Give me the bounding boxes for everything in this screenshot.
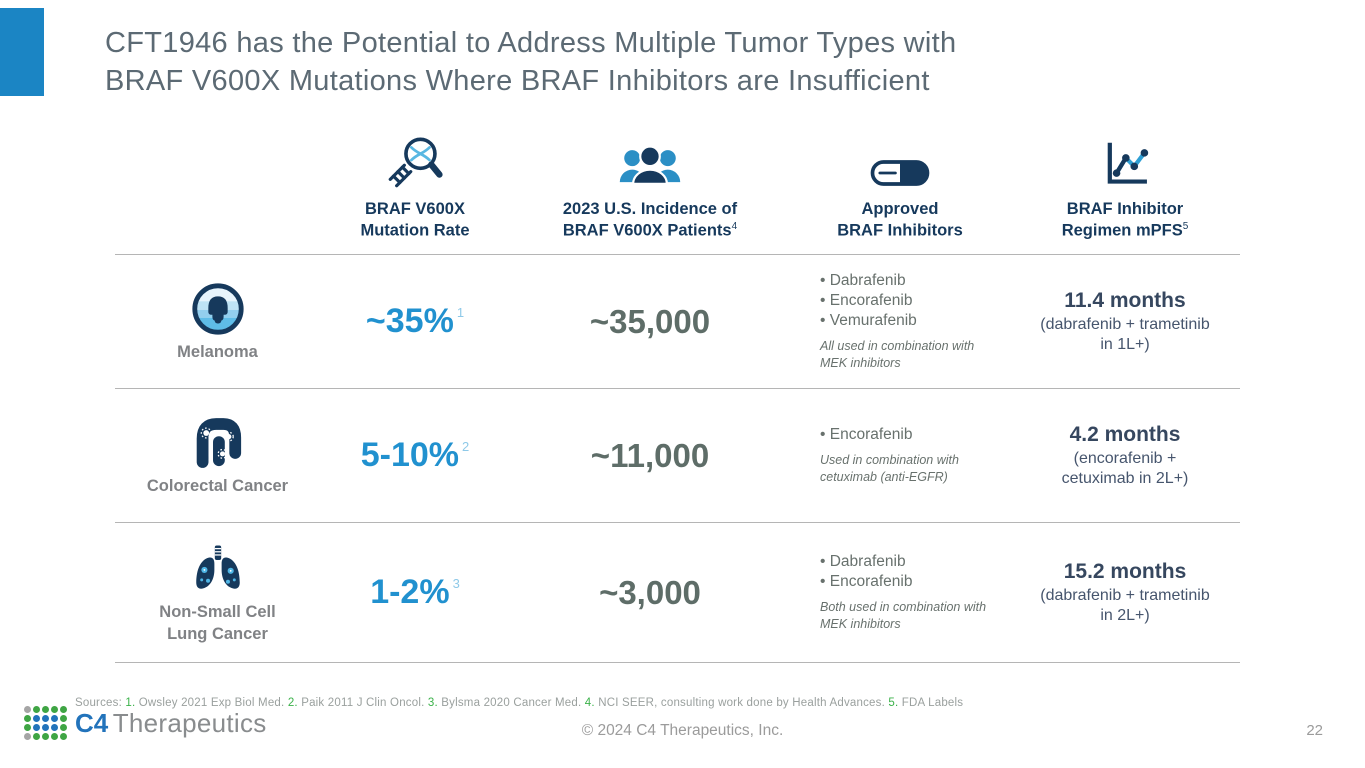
inhibitor-note: Used in combination with cetuximab (anti…	[820, 453, 959, 485]
column-header-mutation-rate: BRAF V600X Mutation Rate	[320, 132, 510, 254]
sources-line: Sources: 1. Owsley 2021 Exp Biol Med. 2.…	[75, 697, 964, 709]
inhibitor-list: Encorafenib	[820, 425, 1010, 445]
mpfs-detail: (encorafenib + cetuximab in 2L+)	[1061, 449, 1189, 487]
mpfs-value: 11.4 months	[1064, 288, 1186, 312]
mutation-rate: 1-2% 3	[370, 573, 460, 611]
slide-title-line1: CFT1946 has the Potential to Address Mul…	[105, 27, 957, 59]
inhibitor-note: Both used in combination with MEK inhibi…	[820, 600, 987, 632]
melanoma-icon	[189, 280, 247, 338]
title-accent-bar	[0, 8, 44, 96]
tumor-name: Melanoma	[177, 342, 258, 361]
column-header-mpfs: BRAF Inhibitor Regimen mPFS5	[1010, 136, 1240, 254]
mpfs-value: 4.2 months	[1069, 422, 1181, 446]
reference-superscript: 1	[456, 305, 465, 320]
inhibitor-list: Dabrafenib Encorafenib Vemurafenib	[820, 271, 1010, 331]
source-number: 1.	[125, 697, 136, 709]
table-row-colorectal: Colorectal Cancer 5-10%2 ~11,000 Encoraf…	[115, 389, 1240, 523]
people-group-icon	[618, 144, 682, 190]
reference-superscript: 2	[462, 439, 470, 454]
mutation-rate: ~35% 1	[365, 302, 465, 340]
column-header-incidence: 2023 U.S. Incidence of BRAF V600X Patien…	[510, 144, 790, 254]
table-header-row: BRAF V600X Mutation Rate 2023	[115, 126, 1240, 255]
line-chart-icon	[1098, 136, 1152, 190]
tumor-table: BRAF V600X Mutation Rate 2023	[115, 126, 1240, 663]
source-number: 5.	[888, 697, 899, 709]
capsule-icon	[867, 156, 933, 190]
mpfs-detail: (dabrafenib + trametinib in 1L+)	[1040, 315, 1210, 353]
copyright-text: © 2024 C4 Therapeutics, Inc.	[581, 722, 784, 739]
slide-title-line2: BRAF V600X Mutations Where BRAF Inhibito…	[105, 65, 930, 98]
mpfs-detail: (dabrafenib + trametinib in 2L+)	[1040, 586, 1210, 624]
colorectal-icon	[189, 414, 247, 472]
c4-logo-dots-icon	[24, 706, 67, 740]
inhibitor-note: All used in combination with MEK inhibit…	[820, 339, 975, 371]
tumor-name: Non-Small Cell Lung Cancer	[159, 603, 276, 643]
incidence-value: ~35,000	[589, 302, 711, 340]
logo-c4-text: C4	[75, 707, 109, 738]
inhibitor-list: Dabrafenib Encorafenib	[820, 552, 1010, 592]
dna-magnifier-icon	[386, 132, 444, 190]
incidence-value: ~11,000	[590, 436, 710, 474]
logo-therapeutics-text: Therapeutics	[112, 707, 267, 738]
tumor-name: Colorectal Cancer	[146, 476, 289, 495]
mpfs-value: 15.2 months	[1063, 559, 1187, 583]
source-number: 4.	[584, 697, 595, 709]
lungs-icon	[189, 540, 247, 598]
column-label: BRAF V600X	[365, 199, 465, 218]
column-header-inhibitors: Approved BRAF Inhibitors	[790, 156, 1010, 254]
mutation-rate: 5-10% 2	[360, 436, 470, 474]
table-row-melanoma: Melanoma ~35%1 ~35,000 Dabrafenib Encora…	[115, 255, 1240, 389]
slide-title: CFT1946 has the Potential to Address Mul…	[105, 24, 1255, 101]
page-number: 22	[1306, 722, 1323, 739]
incidence-value: ~3,000	[599, 573, 701, 611]
reference-superscript: 3	[452, 576, 460, 591]
c4-therapeutics-logo: C4 Therapeutics	[24, 706, 267, 740]
source-number: 3.	[427, 697, 438, 709]
table-row-nsclc: Non-Small Cell Lung Cancer 1-2% 3 ~3,000 …	[115, 523, 1240, 663]
source-number: 2.	[287, 697, 298, 709]
